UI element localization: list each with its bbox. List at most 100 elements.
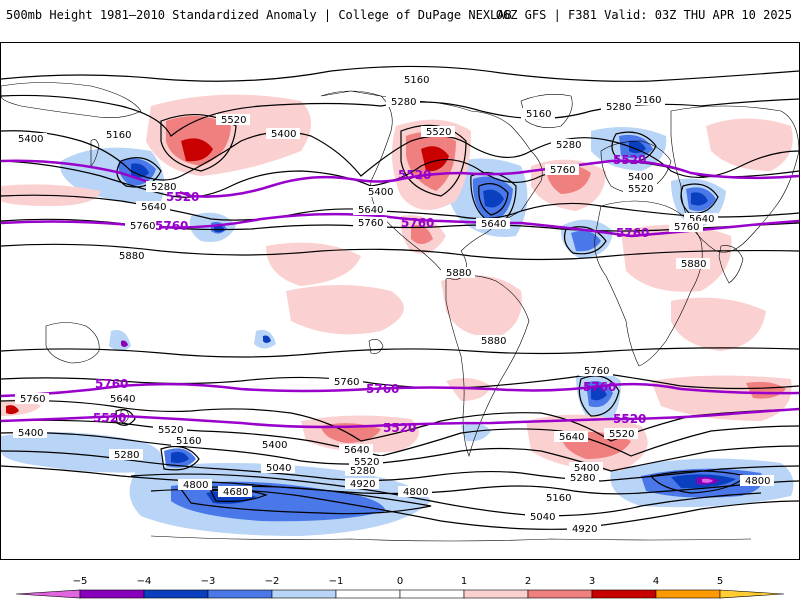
coast-india <box>718 245 744 284</box>
contour-low-s-atlantic <box>578 375 620 417</box>
svg-text:5880: 5880 <box>119 251 144 262</box>
legend-swatch <box>591 589 657 599</box>
coast-south-america <box>445 275 530 457</box>
anomaly-peak-south-indian <box>702 478 713 483</box>
svg-text:5880: 5880 <box>446 268 471 279</box>
svg-text:5760: 5760 <box>358 218 383 229</box>
svg-text:5280: 5280 <box>606 102 631 113</box>
label-5520-purple-s-c: 5520 <box>613 412 646 426</box>
label-5880-south-a: 5880 <box>476 335 510 347</box>
svg-text:5640: 5640 <box>358 205 383 216</box>
svg-text:4680: 4680 <box>223 487 248 498</box>
legend-tick-label: −5 <box>73 576 88 587</box>
svg-text:5640: 5640 <box>344 445 369 456</box>
label-5760-north-b: 5760 <box>353 217 387 229</box>
anomaly-max-nw-pacific <box>131 163 149 178</box>
label-4680-south: 4680 <box>218 486 252 498</box>
label-5520-south-c: 5520 <box>604 428 638 440</box>
label-5160-north-b: 5160 <box>631 94 665 106</box>
label-5400-south-a: 5400 <box>13 427 47 439</box>
label-5520-north-a: 5520 <box>216 114 250 126</box>
svg-text:5520: 5520 <box>609 429 634 440</box>
legend-colorbar <box>15 589 785 599</box>
legend-tick-label: 2 <box>525 576 531 587</box>
svg-text:5400: 5400 <box>262 440 287 451</box>
svg-text:5160: 5160 <box>546 493 571 504</box>
label-4920-south-b: 4920 <box>567 523 601 535</box>
label-5640-south-a: 5640 <box>105 393 139 405</box>
label-5640-south-c: 5640 <box>554 431 588 443</box>
negative-anomaly-shading-peak <box>702 478 713 483</box>
contour-5640-south <box>1 399 799 442</box>
legend-tick-label: 4 <box>653 576 659 587</box>
svg-text:5520: 5520 <box>354 457 379 468</box>
legend-tick-labels: −5 −4 −3 −2 −1 0 1 2 3 4 5 <box>73 576 724 587</box>
legend-swatch <box>143 589 209 599</box>
anomaly-core-mexico <box>411 224 433 244</box>
anomaly-area-indian <box>671 297 766 351</box>
svg-text:5520: 5520 <box>158 425 183 436</box>
svg-text:4800: 4800 <box>403 487 428 498</box>
legend-tick-label: −3 <box>201 576 216 587</box>
svg-text:5760: 5760 <box>584 366 609 377</box>
label-5760-purple-s-a: 5760 <box>95 377 128 391</box>
label-5280-south-b: 5280 <box>345 465 379 477</box>
svg-text:5640: 5640 <box>481 219 506 230</box>
label-5880-north-c: 5880 <box>676 258 710 270</box>
anomaly-extreme-s-pac-dot <box>121 340 128 347</box>
svg-text:5280: 5280 <box>151 182 176 193</box>
label-5880-north-a: 5880 <box>114 250 148 262</box>
svg-text:5280: 5280 <box>556 140 581 151</box>
svg-text:5880: 5880 <box>681 259 706 270</box>
svg-text:5280: 5280 <box>570 473 595 484</box>
svg-text:5760: 5760 <box>20 394 45 405</box>
coast-madagascar <box>368 339 384 354</box>
model-run-info: 06Z GFS | F381 Valid: 03Z THU APR 10 202… <box>495 8 792 22</box>
label-5760-south-b: 5760 <box>329 376 363 388</box>
label-5880-north-b: 5880 <box>441 267 475 279</box>
svg-text:5760: 5760 <box>130 221 155 232</box>
label-5040-south-a: 5040 <box>261 462 295 474</box>
anomaly-core-atlantic <box>571 230 601 252</box>
legend-tick-label: −4 <box>137 576 152 587</box>
legend-arrow-low <box>15 589 81 599</box>
legend-tick-label: −1 <box>329 576 344 587</box>
svg-text:5160: 5160 <box>404 75 429 86</box>
label-5760-north-a: 5760 <box>125 220 159 232</box>
legend-swatch <box>399 589 465 599</box>
title-bar: 500mb Height 1981–2010 Standardized Anom… <box>0 0 800 30</box>
svg-text:4800: 4800 <box>183 480 208 491</box>
contour-5160-north <box>1 65 799 82</box>
svg-text:5640: 5640 <box>689 214 714 225</box>
label-5760-purple-n-a: 5760 <box>155 219 188 233</box>
coast-north-america <box>320 90 543 280</box>
anomaly-max-s-pac-w <box>171 451 189 463</box>
label-5520-purple-n-b: 5520 <box>398 168 431 182</box>
label-5400-south-c: 5400 <box>569 462 603 474</box>
anomaly-area-south-pacific <box>109 330 131 351</box>
label-5280-south-c: 5280 <box>565 472 599 484</box>
coast-africa <box>594 200 703 367</box>
label-5280-north-b: 5280 <box>601 101 635 113</box>
anomaly-legend: −5 −4 −3 −2 −1 0 1 2 3 4 5 <box>15 576 785 599</box>
map-title: 500mb Height 1981–2010 Standardized Anom… <box>6 8 512 22</box>
legend-tick-label: −2 <box>265 576 280 587</box>
label-5760-north-c: 5760 <box>545 164 579 176</box>
anomaly-max-s-pac-dot <box>263 335 271 343</box>
label-5640-north-b: 5640 <box>353 204 387 216</box>
label-5520-purple-n-a: 5520 <box>166 190 199 204</box>
label-5160-south-a: 5160 <box>171 435 205 447</box>
label-5520-south-b: 5520 <box>349 456 383 468</box>
label-5280-north-d: 5280 <box>146 181 180 193</box>
label-5520-south-a: 5520 <box>153 424 187 436</box>
label-5640-north-d: 5640 <box>684 213 718 225</box>
anomaly-map: 5160 5160 5160 5160 5280 5280 5280 5280 … <box>1 65 799 542</box>
positive-anomaly-shading-dark <box>6 138 449 415</box>
contour-4800-indian <box>649 470 748 494</box>
svg-text:4800: 4800 <box>745 476 770 487</box>
anomaly-area-s-america <box>441 275 522 337</box>
label-5760-purple-n-c: 5760 <box>616 226 649 240</box>
label-5520-purple-n-c: 5520 <box>613 153 646 167</box>
label-5280-north-c: 5280 <box>551 139 585 151</box>
svg-text:5760: 5760 <box>674 222 699 233</box>
